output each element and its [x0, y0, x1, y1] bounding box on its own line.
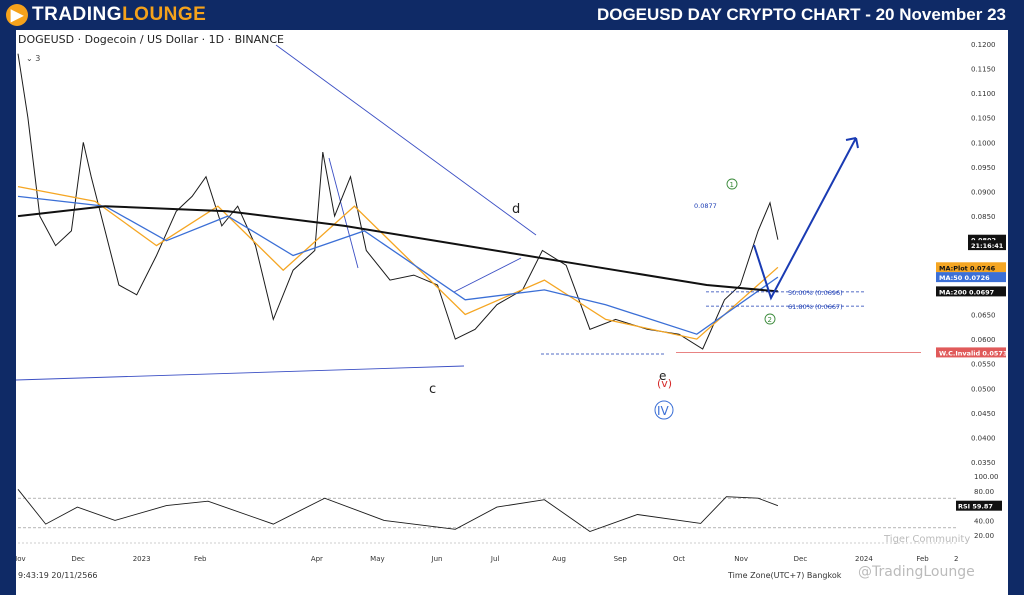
fib-level-label: 50.00% (0.0696) — [788, 289, 843, 297]
x-tick-label: May — [370, 555, 384, 563]
price-label-box — [968, 234, 1006, 245]
x-tick-label: Nov — [734, 555, 748, 563]
x-tick-label: Oct — [673, 555, 685, 563]
timestamp: 9:43:19 20/11/2566 — [18, 571, 98, 580]
watermark-tradinglounge: @TradingLounge — [858, 564, 975, 580]
indicator-count: ⌄ 3 — [26, 54, 40, 63]
page-title: DOGEUSD DAY CRYPTO CHART - 20 November 2… — [596, 5, 1006, 24]
rsi-tick-label: 40.00 — [974, 517, 994, 525]
x-tick-label: Jul — [490, 555, 500, 563]
x-tick-label: 2024 — [855, 555, 873, 563]
price-label-text: MA:200 0.0697 — [939, 288, 994, 296]
x-tick-label: Aug — [552, 555, 566, 563]
y-tick-label: 0.0900 — [971, 188, 996, 196]
arrow-head-icon — [845, 137, 859, 149]
x-tick-label: Feb — [916, 555, 929, 563]
lower-trendline — [16, 365, 465, 381]
projection-path — [753, 137, 857, 301]
header-bar: ▶ TRADING LOUNGE DOGEUSD DAY CRYPTO CHAR… — [0, 0, 1024, 30]
x-tick-label: Sep — [614, 555, 628, 563]
x-tick-label: Feb — [194, 555, 207, 563]
chart-panel[interactable]: 0.1200 0.1150 0.1100 0.1050 0.1000 0.0950 0.09… — [16, 30, 1008, 595]
wave-channel-line — [453, 257, 522, 293]
y-tick-label: 0.0650 — [971, 312, 996, 320]
price-label-box — [936, 347, 1006, 358]
x-tick-label: Dec — [71, 555, 85, 563]
y-tick-label: 0.0600 — [971, 336, 996, 344]
wave-channel-line — [328, 157, 359, 269]
rsi-tick-label: 80.00 — [974, 488, 994, 496]
x-tick-label: 2 — [954, 555, 958, 563]
wave-label-v: (v) — [657, 377, 672, 390]
upper-trendline — [275, 44, 537, 236]
price-label-box — [968, 240, 1006, 251]
logo-text-part1: TRADING — [32, 4, 123, 25]
rsi-tick-label: 100.00 — [974, 473, 999, 481]
wave-label-IV: IV — [657, 404, 670, 418]
y-tick-label: 0.1000 — [971, 139, 996, 147]
logo-text-part2: LOUNGE — [122, 4, 207, 25]
x-tick-label: Apr — [311, 555, 323, 563]
rsi-tick-label: 20.00 — [974, 532, 994, 540]
y-tick-label: 0.0850 — [971, 213, 996, 221]
x-tick-label: 2023 — [133, 555, 151, 563]
price-line — [17, 53, 779, 350]
y-tick-label: 0.0450 — [971, 410, 996, 418]
rsi-value-box — [956, 500, 1002, 511]
y-tick-label: 0.1050 — [971, 115, 996, 123]
wave-2-circle — [764, 313, 776, 325]
wave-1-circle — [726, 178, 738, 190]
wave-IV-circle — [654, 400, 674, 420]
price-chart[interactable]: 0.1200 0.1150 0.1100 0.1050 0.1000 0.0950 0.09… — [16, 30, 1008, 595]
timezone-label: Time Zone(UTC+7) Bangkok — [727, 571, 842, 580]
x-tick-label: Nov — [16, 555, 26, 563]
wave-label-e: e — [659, 369, 666, 383]
y-tick-label: 0.0550 — [971, 361, 996, 369]
ma-plot-line — [17, 185, 779, 340]
y-tick-label: 0.0350 — [971, 459, 996, 467]
chart-title: DOGEUSD · Dogecoin / US Dollar · 1D · BI… — [18, 33, 284, 46]
wave-label-2: 2 — [768, 316, 772, 324]
price-label-box — [936, 262, 1006, 273]
price-label-text: 21:16:41 — [971, 242, 1004, 250]
x-tick-label: Dec — [794, 555, 808, 563]
rsi-line — [17, 489, 779, 533]
ma50-line — [17, 195, 779, 335]
price-label-text: MA:50 0.0726 — [939, 274, 990, 282]
x-tick-label: Jun — [431, 555, 443, 563]
wave-label-d: d — [512, 202, 520, 217]
y-tick-label: 0.0950 — [971, 164, 996, 172]
price-label-box — [936, 272, 1006, 283]
price-label-text: MA:Plot 0.0746 — [939, 264, 996, 272]
wave-label-1: 1 — [730, 181, 734, 189]
logo: ▶ TRADING LOUNGE — [6, 3, 206, 27]
y-tick-label: 0.1100 — [971, 90, 996, 98]
fib-level-label: 61.80% (0.0667) — [788, 303, 843, 311]
rsi-value-text: RSI 59.87 — [958, 503, 993, 511]
price-label-box — [936, 286, 1006, 297]
wave-label-c: c — [429, 382, 436, 397]
y-tick-label: 0.0500 — [971, 385, 996, 393]
ma200-line — [17, 205, 778, 293]
price-label-text: W.C.Invalid 0.0573 — [939, 349, 1007, 357]
y-tick-label: 0.0400 — [971, 435, 996, 443]
logo-icon: ▶ — [6, 4, 28, 26]
y-tick-label: 0.1200 — [971, 41, 996, 49]
watermark-tiger: Tiger Community — [883, 534, 970, 545]
y-tick-label: 0.1150 — [971, 65, 996, 73]
high-price-label: 0.0877 — [694, 202, 717, 210]
